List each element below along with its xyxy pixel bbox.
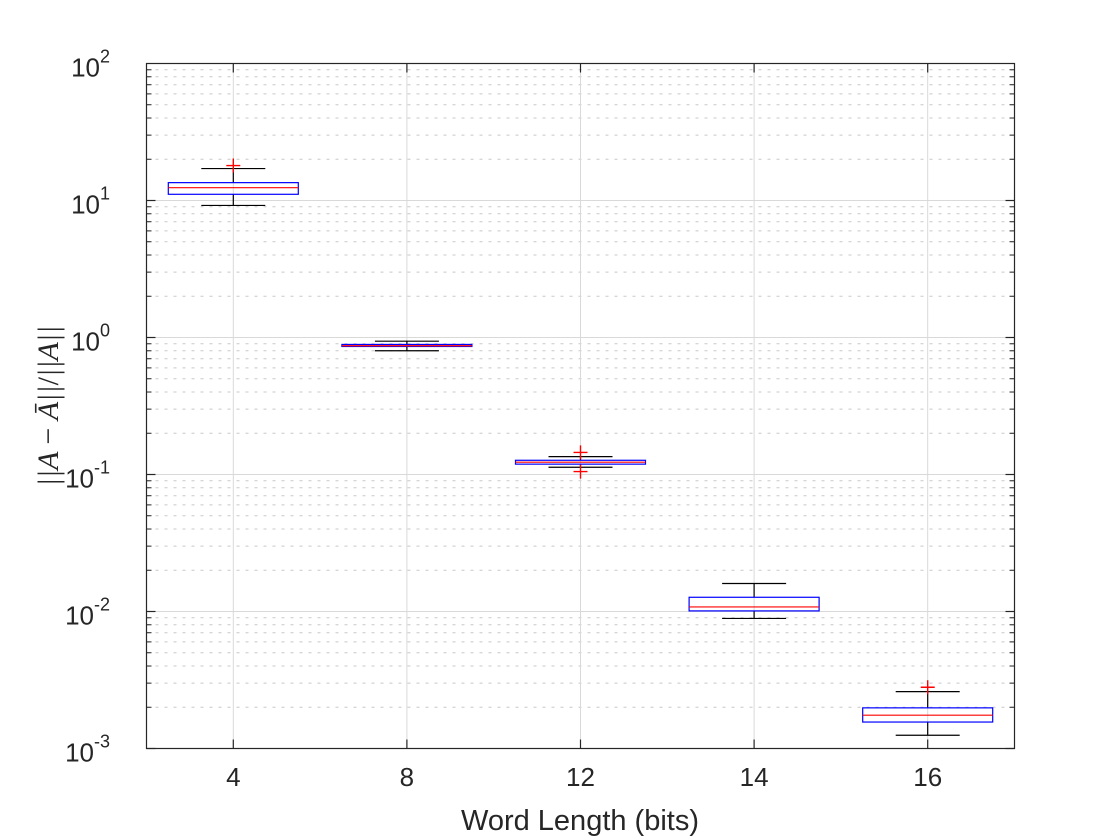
y-tick-label: 101 xyxy=(71,184,110,220)
y-tick-label: 100 xyxy=(71,321,110,357)
box-4 xyxy=(167,158,299,207)
box-12 xyxy=(514,445,647,479)
iqr-box xyxy=(688,596,820,612)
axis-ticks xyxy=(146,63,1015,750)
box-16 xyxy=(862,680,994,736)
outlier-marker xyxy=(573,445,588,460)
y-axis-tick-labels: 102 101 100 10-1 10-2 10-3 xyxy=(65,47,110,768)
grid-lines xyxy=(146,63,1015,749)
outlier-marker xyxy=(226,158,241,173)
y-tick-label: 10-3 xyxy=(65,732,110,768)
box-series xyxy=(167,158,994,736)
y-tick-label: 102 xyxy=(71,47,110,83)
x-tick-label: 16 xyxy=(913,762,942,792)
x-tick-label: 14 xyxy=(740,762,769,792)
outlier-marker xyxy=(920,680,935,695)
outlier-marker xyxy=(573,464,588,479)
x-tick-label: 4 xyxy=(226,762,240,792)
svg-text:||A − Ā||/||A||: ||A − Ā||/||A|| xyxy=(32,326,65,487)
y-axis-label: ||A − Ā||/||A|| xyxy=(32,326,65,487)
x-tick-label: 12 xyxy=(566,762,595,792)
x-axis-tick-labels: 4 8 12 14 16 xyxy=(226,762,942,792)
x-tick-label: 8 xyxy=(400,762,414,792)
box-14 xyxy=(688,582,820,620)
x-axis-label: Word Length (bits) xyxy=(461,805,699,837)
y-tick-label: 10-1 xyxy=(65,458,110,494)
y-tick-label: 10-2 xyxy=(65,595,110,631)
iqr-box xyxy=(167,182,299,195)
box-8 xyxy=(341,340,473,352)
